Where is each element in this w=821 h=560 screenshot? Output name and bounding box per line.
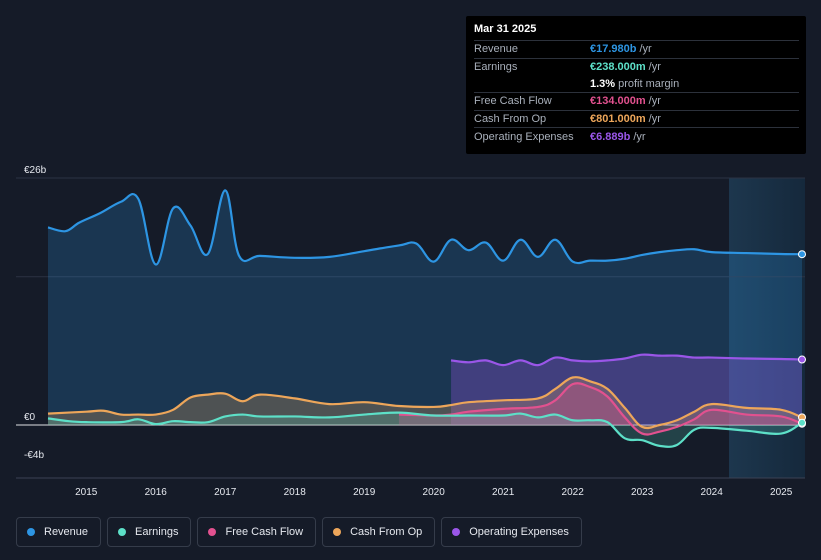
legend-label: Earnings [135, 526, 179, 538]
tooltip-row-value: €6.889b [590, 130, 631, 143]
legend-item[interactable]: Earnings [107, 517, 192, 547]
x-tick-label: 2024 [701, 487, 724, 498]
tooltip-row-unit: /yr [633, 130, 646, 143]
x-tick-label: 2021 [492, 487, 515, 498]
tooltip-row-unit: /yr [648, 113, 661, 126]
x-tick-label: 2025 [770, 487, 793, 498]
tooltip-row-value: €17.980b [590, 43, 637, 56]
tooltip-row-label: Earnings [474, 61, 518, 74]
tooltip-row-value: €238.000m [590, 61, 646, 74]
series-endpoint [798, 355, 806, 364]
y-tick-label: -€4b [24, 450, 44, 461]
tooltip-row: 1.3% profit margin [474, 75, 799, 92]
legend-item[interactable]: Cash From Op [322, 517, 436, 547]
tooltip-panel: Mar 31 2025 Revenue €17.980b/yr Earnings €2… [466, 16, 806, 154]
x-tick-label: 2017 [214, 487, 237, 498]
legend-dot-icon [333, 528, 342, 536]
legend-dot-icon [452, 528, 461, 536]
tooltip-row-unit: /yr [648, 95, 661, 108]
legend-label: Cash From Op [350, 526, 423, 538]
x-tick-label: 2016 [145, 487, 168, 498]
legend-label: Revenue [44, 526, 89, 538]
legend-item[interactable]: Operating Expenses [441, 517, 582, 547]
series-line-revenue [47, 189, 803, 266]
y-tick-label: €0 [24, 412, 36, 423]
series-endpoint [798, 250, 806, 259]
tooltip-row: Free Cash Flow €134.000m/yr [474, 92, 799, 110]
legend-item[interactable]: Free Cash Flow [197, 517, 317, 547]
x-tick-label: 2023 [631, 487, 654, 498]
tooltip-row: Earnings €238.000m/yr [474, 57, 799, 76]
tooltip-row-label: Free Cash Flow [474, 95, 552, 108]
series-area-free-cash-flow [398, 383, 802, 435]
legend: Revenue Earnings Free Cash Flow Cash From O… [16, 517, 582, 547]
tooltip-row-value: €801.000m [590, 113, 646, 126]
series-line-earnings [47, 411, 803, 448]
legend-label: Operating Expenses [469, 526, 569, 538]
x-tick-label: 2019 [353, 487, 376, 498]
x-tick-label: 2018 [284, 487, 307, 498]
x-tick-label: 2020 [423, 487, 446, 498]
tooltip-row-unit: /yr [639, 43, 652, 56]
series-line-operating-expenses [450, 353, 803, 367]
tooltip-row: Revenue €17.980b/yr [474, 40, 799, 58]
series-area-earnings [48, 412, 802, 447]
tooltip-row-value: €134.000m [590, 95, 646, 108]
tooltip-row: Operating Expenses €6.889b/yr [474, 127, 799, 145]
x-tick-label: 2015 [75, 487, 98, 498]
series-endpoint [798, 418, 806, 427]
legend-dot-icon [208, 528, 217, 536]
tooltip-row-unit: /yr [648, 61, 661, 74]
tooltip-row-label: Cash From Op [474, 113, 547, 126]
tooltip-date: Mar 31 2025 [474, 23, 537, 35]
tooltip-row-label: Revenue [474, 43, 519, 56]
legend-dot-icon [27, 528, 35, 536]
x-tick-label: 2022 [562, 487, 585, 498]
tooltip-row: Cash From Op €801.000m/yr [474, 109, 799, 128]
legend-item[interactable]: Revenue [16, 517, 102, 547]
tooltip-row-value: 1.3% [590, 77, 616, 90]
series-line-cash-from-op [47, 376, 803, 430]
y-tick-label: €26b [24, 165, 47, 176]
legend-dot-icon [118, 528, 127, 536]
series-line-free-cash-flow [398, 382, 803, 436]
tooltip-row-unit: profit margin [618, 77, 680, 90]
tooltip-row-label: Operating Expenses [474, 130, 574, 143]
legend-label: Free Cash Flow [225, 526, 304, 538]
